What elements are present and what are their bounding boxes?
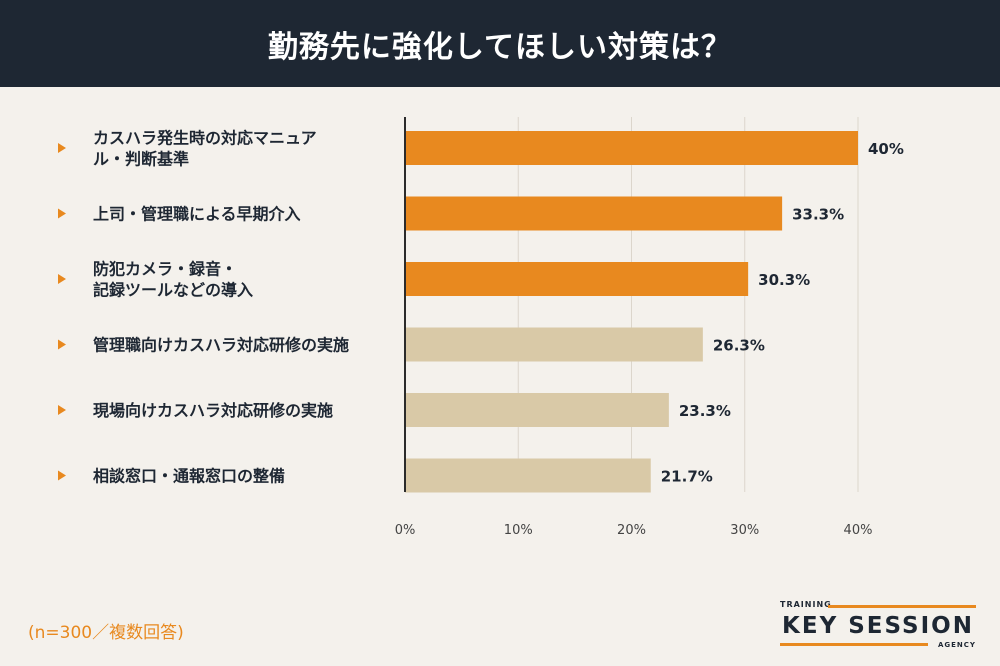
bar xyxy=(405,131,858,165)
x-tick-label: 30% xyxy=(730,523,759,538)
page-title: 勤務先に強化してほしい対策は？ xyxy=(267,29,733,65)
sample-note: (n=300／複数回答) xyxy=(28,623,184,643)
bullet-icon xyxy=(58,405,66,415)
bar-value-label: 23.3% xyxy=(679,402,731,420)
bar xyxy=(405,393,669,427)
logo-main-text: KEY SESSION xyxy=(782,613,974,639)
bar-value-label: 26.3% xyxy=(713,337,765,355)
category-label: カスハラ発生時の対応マニュア xyxy=(93,129,317,148)
x-tick-label: 40% xyxy=(844,523,873,538)
header-bar: 勤務先に強化してほしい対策は？ xyxy=(0,0,1000,87)
bar xyxy=(405,262,749,296)
bar xyxy=(405,196,783,231)
x-tick-label: 0% xyxy=(395,523,416,538)
category-label: 上司・管理職による早期介入 xyxy=(93,205,301,224)
bullet-icon xyxy=(58,208,66,219)
brand-logo: TRAINING KEY SESSION AGENCY xyxy=(780,600,976,656)
x-tick-label: 20% xyxy=(617,523,646,538)
bullet-icon xyxy=(58,143,66,153)
logo-bottom-text: AGENCY xyxy=(937,641,976,649)
category-label: ル・判断基準 xyxy=(93,150,189,169)
logo-top-text: TRAINING xyxy=(780,600,832,609)
category-label: 現場向けカスハラ対応研修の実施 xyxy=(93,401,333,420)
bullet-icon xyxy=(58,470,66,481)
category-label: 相談窓口・通報窓口の整備 xyxy=(93,467,285,486)
bar xyxy=(405,327,703,362)
category-label: 記録ツールなどの導入 xyxy=(93,281,253,300)
logo-line-bottom xyxy=(780,643,928,646)
logo-line-top xyxy=(828,605,976,608)
bullet-icon xyxy=(58,339,66,350)
bullet-icon xyxy=(58,274,66,284)
bar xyxy=(405,458,651,493)
bar-value-label: 33.3% xyxy=(792,206,844,224)
category-label: 防犯カメラ・録音・ xyxy=(93,260,237,279)
bar-value-label: 21.7% xyxy=(661,468,713,486)
bar-value-label: 40% xyxy=(868,140,904,158)
bar-value-label: 30.3% xyxy=(758,271,810,289)
category-label: 管理職向けカスハラ対応研修の実施 xyxy=(93,336,349,355)
x-tick-label: 10% xyxy=(504,523,533,538)
